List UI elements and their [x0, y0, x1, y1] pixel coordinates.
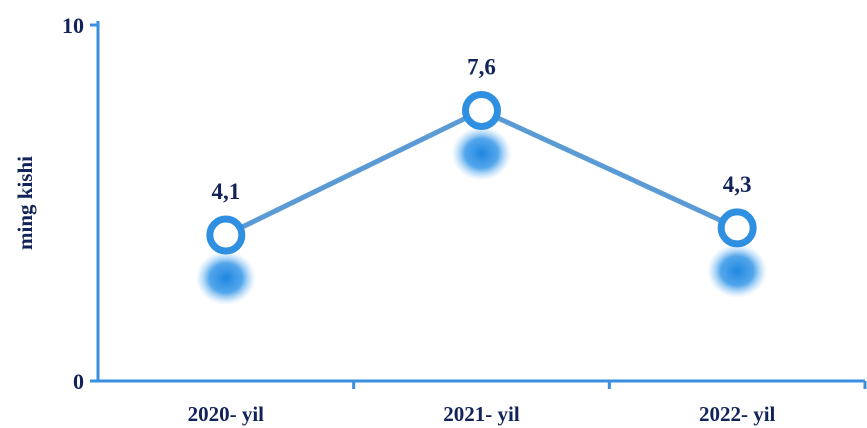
data-label: 4,1 — [211, 179, 240, 204]
marker-shadows — [195, 126, 768, 306]
y-tick-label: 10 — [62, 13, 84, 38]
data-label: 4,3 — [723, 172, 752, 197]
x-tick-label: 2020- yil — [188, 402, 265, 426]
data-point — [206, 215, 246, 255]
y-ticks: 0 10 — [62, 13, 98, 394]
data-points — [206, 90, 757, 255]
data-point — [462, 90, 501, 130]
data-point — [717, 208, 757, 248]
marker-shadow — [707, 243, 768, 298]
marker-shadow — [195, 251, 256, 306]
data-label: 7,6 — [467, 54, 496, 79]
data-labels: 4,1 7,6 4,3 — [211, 54, 751, 204]
y-axis-label: ming kishi — [13, 156, 37, 250]
axes — [90, 21, 865, 383]
x-tick-label: 2022- yil — [699, 402, 776, 426]
y-tick-label: 0 — [73, 369, 84, 394]
x-ticks: 2020- yil 2021- yil 2022- yil — [188, 381, 867, 426]
marker-shadow — [451, 126, 512, 181]
x-tick-label: 2021- yil — [443, 402, 520, 426]
